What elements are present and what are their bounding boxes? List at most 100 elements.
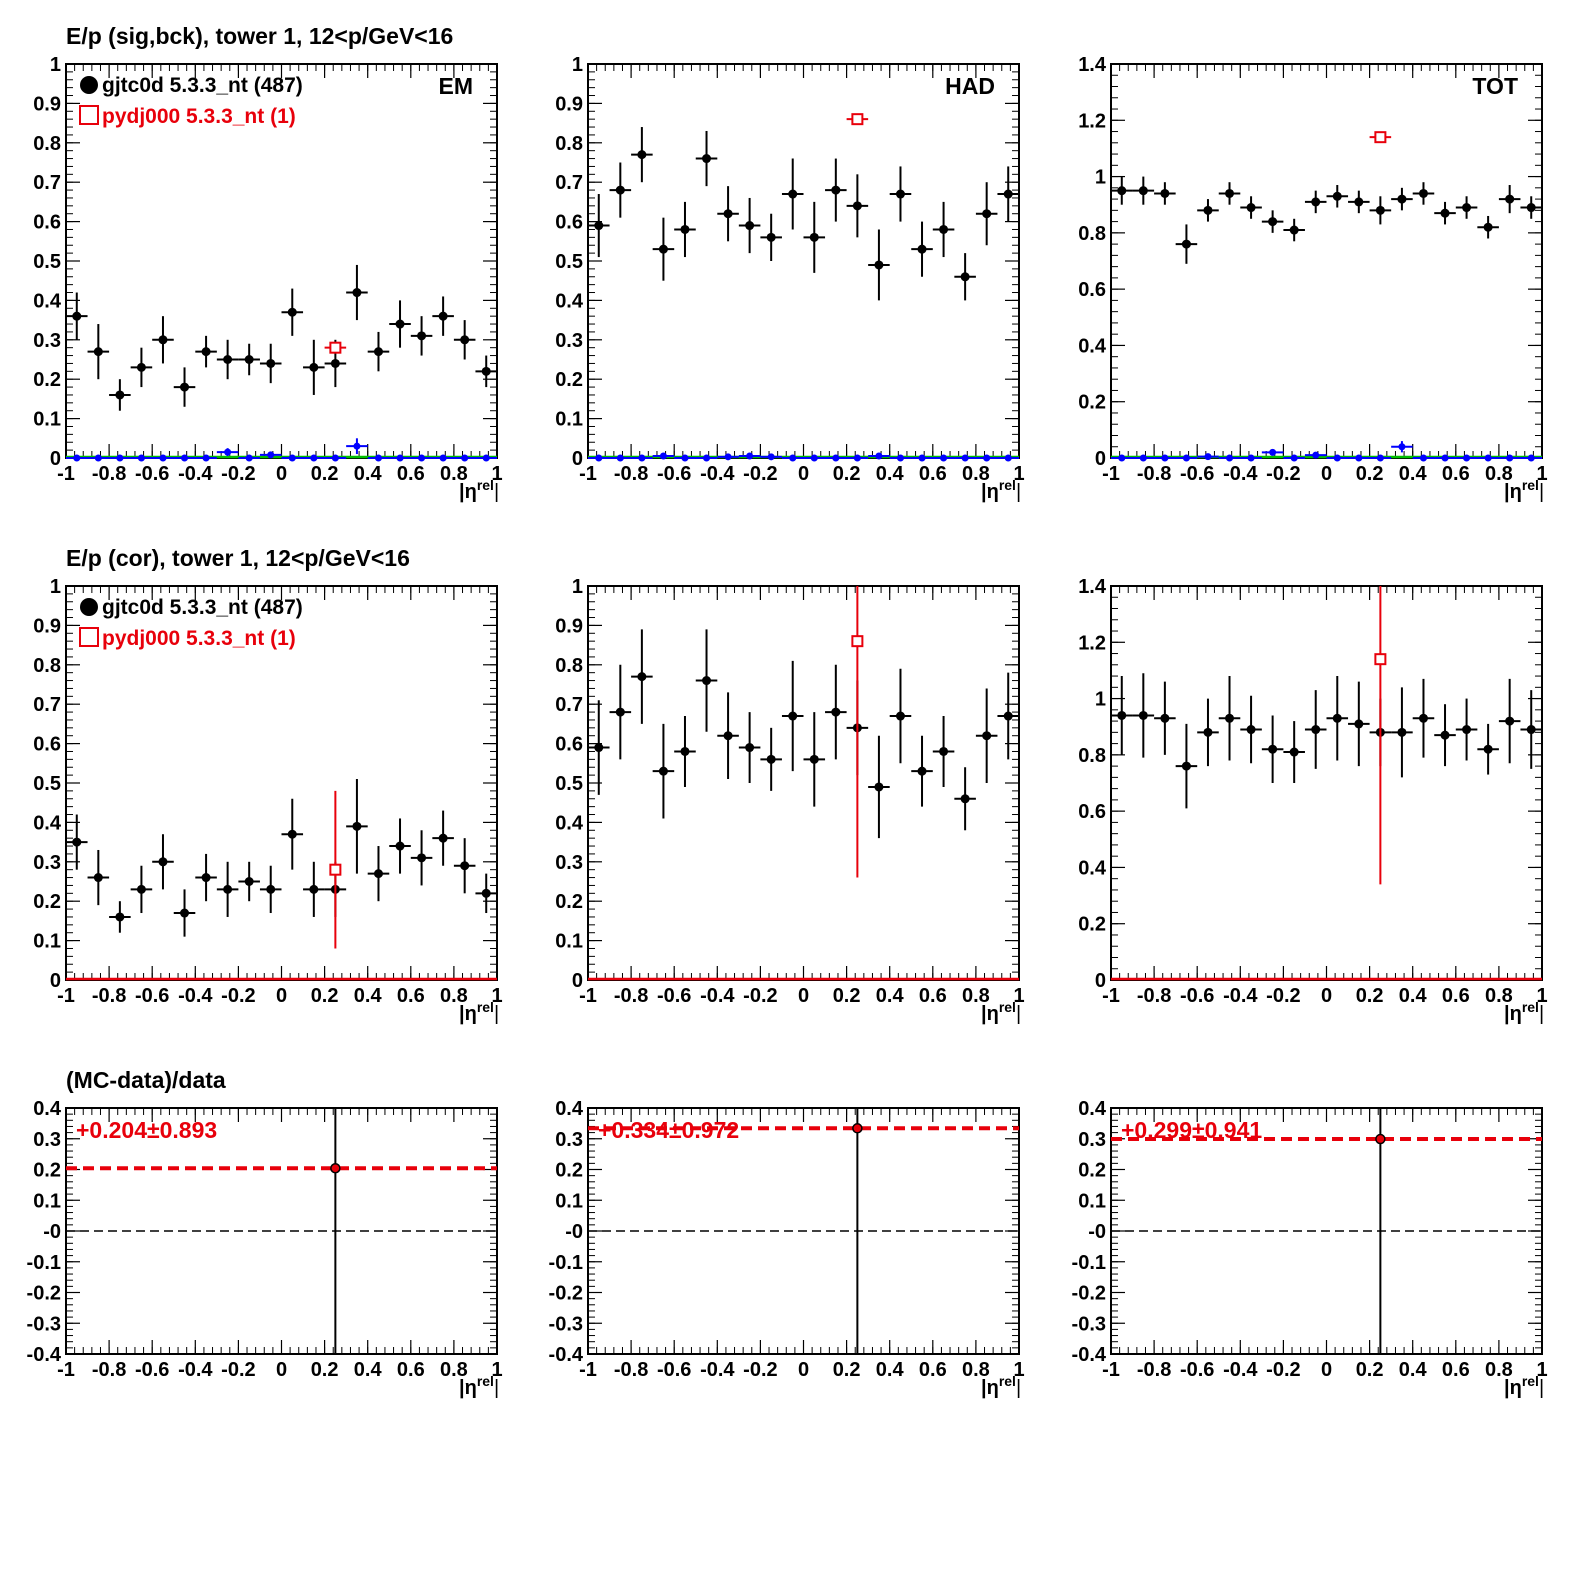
data-point <box>1483 222 1493 232</box>
legend-data-label: gjtc0d 5.3.3_nt (487) <box>102 596 303 619</box>
x-tick-label: -0.8 <box>1137 985 1171 1007</box>
y-tick-label: 0.5 <box>555 773 583 795</box>
x-tick-label: 0.8 <box>440 1359 468 1381</box>
data-point <box>244 355 254 364</box>
background-point <box>159 454 167 462</box>
x-tick-label: -0.6 <box>1180 1359 1214 1381</box>
y-tick-label: 0.4 <box>555 290 584 312</box>
x-tick-label: 1 <box>491 463 502 485</box>
background-point <box>202 454 210 462</box>
x-tick-label: 0.8 <box>962 985 990 1007</box>
x-axis-label-sup: rel <box>999 999 1016 1015</box>
background-point <box>94 454 102 462</box>
data-point <box>223 355 233 364</box>
x-tick-label: -0.2 <box>743 463 777 485</box>
x-tick-label: 0.6 <box>919 1359 947 1381</box>
data-point <box>1354 197 1364 207</box>
x-tick-label: 0.6 <box>1442 985 1470 1007</box>
x-axis-label-bar: | <box>1016 481 1021 503</box>
background-point <box>1419 454 1427 462</box>
background-point <box>703 454 711 462</box>
background-point <box>482 454 490 462</box>
data-point <box>93 347 103 357</box>
y-tick-label: -0.3 <box>549 1313 583 1335</box>
fit-value-label: +0.334±0.972 <box>598 1117 739 1143</box>
background-point <box>353 442 361 450</box>
x-tick-label: 1 <box>1013 985 1024 1007</box>
data-point <box>1246 725 1256 735</box>
fit-value-label: +0.299±0.941 <box>1121 1117 1262 1143</box>
x-axis-label: |ηrel| <box>459 1373 499 1399</box>
ratio-point <box>330 1163 341 1174</box>
data-point <box>180 382 190 392</box>
data-point <box>1138 710 1148 720</box>
x-axis-label-bar: | <box>1539 1377 1544 1399</box>
x-axis-label: |ηrel| <box>1504 477 1544 503</box>
y-tick-label: 0.1 <box>1078 1190 1106 1212</box>
y-tick-label: 0 <box>1095 970 1106 992</box>
x-tick-label: -0.2 <box>221 1359 255 1381</box>
y-tick-label: -0.1 <box>549 1252 583 1274</box>
data-point <box>1225 713 1235 723</box>
x-tick-label: 0.6 <box>919 463 947 485</box>
data-point <box>809 754 819 764</box>
data-point <box>266 884 276 894</box>
background-point <box>1463 454 1471 462</box>
y-tick-label: 0.8 <box>555 133 583 155</box>
y-tick-label: 0.7 <box>33 172 61 194</box>
y-tick-label: 1.4 <box>1078 576 1107 598</box>
y-tick-label: 0.4 <box>1078 857 1107 879</box>
y-tick-label: -0.4 <box>549 1344 584 1366</box>
data-point <box>481 888 491 898</box>
y-tick-label: 0.4 <box>33 290 62 312</box>
data-point <box>1418 713 1428 723</box>
background-point <box>853 454 861 462</box>
x-tick-label: -0.2 <box>743 985 777 1007</box>
data-point <box>1332 713 1342 723</box>
x-tick-label: -0.8 <box>1137 1359 1171 1381</box>
x-axis-label-sup: rel <box>999 477 1016 493</box>
panels-group: -1 -0.8 -0.6 -0.4 -0.2 0 0.2 0.4 0.6 0.8 1|ηrel|00… <box>27 54 1548 1399</box>
background-point <box>374 454 382 462</box>
mc-point <box>329 341 342 354</box>
x-tick-label: 0.6 <box>397 1359 425 1381</box>
x-tick-label: -0.6 <box>135 1359 169 1381</box>
data-point <box>702 676 712 686</box>
panel-ratio-had: -1 -0.8 -0.6 -0.4 -0.2 0 0.2 0.4 0.6 0.8 1|ηrel| -0… <box>549 1098 1025 1399</box>
x-tick-label: -0.4 <box>178 985 213 1007</box>
x-tick-label: -0.8 <box>92 463 126 485</box>
legend-data-marker <box>80 598 98 616</box>
x-tick-label: -0.2 <box>1266 463 1300 485</box>
x-axis-label: |ηrel| <box>981 1373 1021 1399</box>
data-point <box>115 912 125 922</box>
mc-point <box>1374 131 1387 144</box>
y-tick-label: -0 <box>1088 1221 1106 1243</box>
y-tick-label: 1 <box>572 54 583 76</box>
ratio-point <box>852 1123 863 1134</box>
data-point <box>244 877 254 886</box>
y-tick-label: 1 <box>50 576 61 598</box>
x-tick-label: -0.6 <box>135 463 169 485</box>
x-axis-label-sup: rel <box>1522 999 1539 1015</box>
data-point <box>615 707 625 717</box>
plot-frame <box>587 63 1020 459</box>
background-point <box>418 454 426 462</box>
x-axis-label-sup: rel <box>1522 477 1539 493</box>
background-point <box>1484 454 1492 462</box>
background-point <box>1527 454 1535 462</box>
y-tick-label: 0.6 <box>1078 279 1106 301</box>
y-tick-label: -0 <box>565 1221 583 1243</box>
background-point <box>1355 454 1363 462</box>
data-point <box>960 794 970 804</box>
x-tick-label: -1 <box>1102 1359 1120 1381</box>
y-tick-label: 1.2 <box>1078 632 1106 654</box>
background-point <box>116 454 124 462</box>
panel-cor-em: -1 -0.8 -0.6 -0.4 -0.2 0 0.2 0.4 0.6 0.8 1|ηrel|00… <box>33 576 502 1025</box>
y-tick-label: 0.7 <box>33 694 61 716</box>
y-tick-label: 0 <box>1095 448 1106 470</box>
x-tick-label: -0.2 <box>743 1359 777 1381</box>
panel-label: HAD <box>945 73 995 99</box>
x-axis-label: |ηrel| <box>1504 999 1544 1025</box>
data-point <box>1526 203 1536 213</box>
